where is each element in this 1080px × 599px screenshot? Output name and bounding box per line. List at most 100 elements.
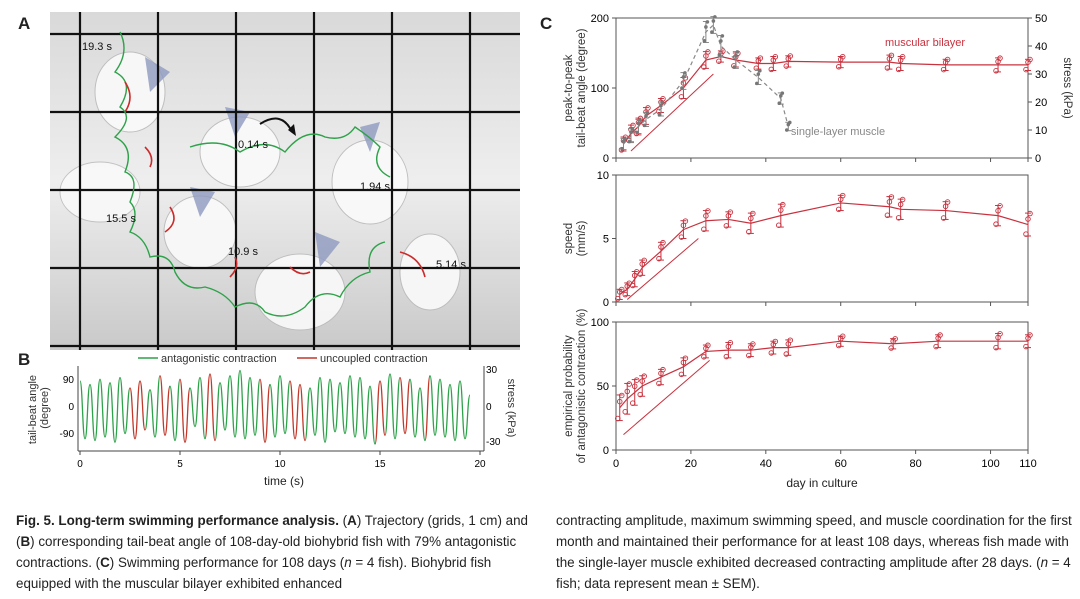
bilayer-line (623, 55, 1028, 145)
trace-segment (334, 382, 341, 433)
data-point (1023, 343, 1029, 350)
y-tick-label: 100 (591, 317, 609, 329)
data-point (997, 203, 1003, 209)
trace-segment (269, 383, 276, 438)
y-tick-label: 5 (603, 234, 609, 246)
y-tick-right: 0 (486, 402, 492, 413)
data-point (645, 110, 650, 115)
trace-segment (319, 376, 326, 443)
y-axis-label-line1: tail-beat angle (27, 375, 39, 444)
trace-segment (154, 375, 161, 438)
data-point (630, 127, 635, 131)
data-point (681, 75, 686, 79)
trace-segment (309, 387, 316, 436)
trace-segment (414, 387, 421, 438)
trace-segment (89, 383, 96, 442)
data-point (942, 203, 949, 210)
data-point (933, 343, 939, 350)
data-point (678, 94, 685, 100)
data-point (888, 345, 894, 351)
data-point (702, 39, 707, 43)
data-point (776, 222, 782, 228)
y-tick-label-right: 10 (1035, 125, 1047, 137)
data-point (701, 226, 707, 233)
trace-segment (79, 380, 86, 440)
data-point (784, 128, 789, 132)
trace-segment (304, 387, 311, 442)
trend-line (623, 360, 710, 436)
y-axis-label-line: empirical probability (563, 335, 575, 437)
trace-segment (159, 375, 166, 436)
y-axis-label-line: speed (563, 223, 575, 254)
data-point (642, 123, 647, 128)
data-point (705, 20, 710, 24)
legend-antagonistic: antagonistic contraction (161, 353, 277, 365)
data-point (683, 71, 687, 75)
data-point (633, 377, 640, 383)
data-point (940, 215, 947, 221)
data-point (940, 66, 947, 73)
caption-text: ) Trajectory (grids, 1 cm) and ( (16, 513, 528, 549)
data-point (835, 342, 842, 349)
trace-segment (234, 369, 241, 438)
data-point (997, 331, 1003, 337)
data-point (777, 101, 782, 106)
trace-segment (394, 376, 401, 440)
panel-b-label: B (18, 350, 31, 369)
trace-segment (379, 380, 386, 436)
data-point (657, 113, 662, 117)
data-point (641, 257, 647, 264)
data-point (705, 342, 711, 349)
caption-text: contracting amplitude, maximum swimming … (556, 513, 1072, 570)
trace-segment (224, 375, 231, 431)
data-point (750, 210, 756, 217)
caption-text: ( (338, 513, 348, 528)
data-point (701, 354, 707, 360)
caption-label: C (100, 555, 110, 570)
panel-c-label: C (540, 14, 553, 33)
y-tick-label: 0 (603, 153, 609, 165)
trace-segment (94, 378, 101, 442)
caption-text: ) corresponding tail-beat angle of 108-d… (16, 534, 517, 570)
data-point (1023, 66, 1029, 73)
trace-segment (219, 382, 226, 431)
trace-segment (329, 378, 336, 433)
trace-segment (209, 373, 216, 442)
trace-segment (144, 389, 151, 431)
data-point (884, 212, 891, 219)
time-label: 0.14 s (238, 139, 268, 151)
grid-lines (50, 12, 520, 350)
trace-segment (389, 373, 396, 440)
trace-segment (114, 376, 121, 443)
trajectory-antagonistic (113, 31, 391, 317)
trace-segment (239, 369, 246, 440)
x-axis-label: time (s) (264, 474, 304, 488)
data-point (895, 215, 902, 221)
trace-segment (294, 383, 301, 440)
trace-segment (359, 376, 366, 440)
x-tick-label: 20 (474, 459, 486, 470)
data-point (616, 398, 623, 405)
trace-segment (444, 383, 451, 438)
y-tick-label: 100 (591, 83, 609, 95)
time-label: 10.9 s (228, 246, 258, 258)
data-point (1027, 332, 1033, 338)
y-tick: 0 (68, 402, 74, 413)
y-tick-label-right: 40 (1035, 41, 1047, 53)
data-point (897, 201, 904, 208)
panel-b: B antagonistic contraction uncoupled con… (0, 348, 520, 498)
data-point (719, 39, 723, 43)
time-label: 15.5 s (106, 213, 136, 225)
data-point (723, 223, 730, 229)
data-point (705, 49, 711, 55)
annotation-single-layer: single-layer muscle (791, 126, 885, 138)
data-point (888, 52, 895, 59)
trajectory-uncoupled (124, 81, 426, 278)
y-axis-label: tail-beat angle (degree) (27, 372, 51, 444)
trace-segment (184, 387, 191, 443)
data-point (899, 196, 906, 203)
plot-frame (615, 174, 1029, 303)
trace-segment (299, 383, 306, 442)
data-point (626, 381, 632, 387)
